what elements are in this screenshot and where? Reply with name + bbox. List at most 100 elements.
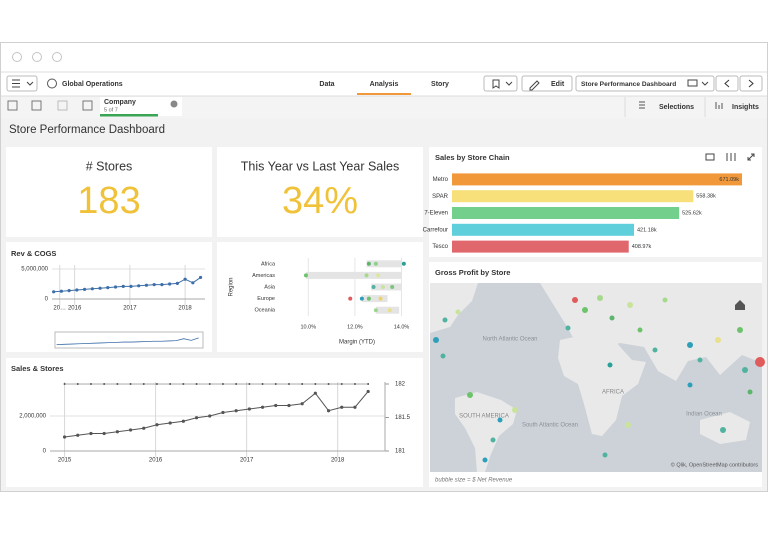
value-label: 671.09k	[719, 177, 739, 183]
data-point	[198, 275, 203, 280]
globe-icon	[47, 78, 57, 89]
bookmark-icon	[492, 79, 513, 89]
selection-chip[interactable]	[100, 97, 182, 116]
window-dot	[52, 52, 62, 62]
data-point	[129, 284, 133, 289]
data-point	[102, 431, 106, 436]
selection-bar	[1, 96, 767, 118]
tab[interactable]: Story	[431, 81, 449, 88]
data-point	[128, 428, 133, 432]
data-point	[340, 383, 343, 386]
data-point	[274, 403, 278, 408]
kpi-title: This Year vs Last Year Sales	[241, 159, 399, 173]
data-point	[340, 405, 344, 409]
range-bar	[375, 306, 400, 314]
kpi-value: 34%	[282, 180, 358, 222]
map-label: SOUTH AMERICA	[459, 414, 509, 420]
data-point	[387, 308, 392, 313]
menu-button[interactable]	[6, 75, 38, 92]
series-line	[64, 391, 369, 438]
land	[455, 392, 517, 472]
range-bar	[366, 260, 402, 268]
land	[540, 283, 762, 381]
data-point	[208, 383, 211, 386]
home-icon[interactable]	[735, 300, 745, 310]
clear-selection[interactable]	[170, 100, 178, 108]
data-point	[314, 383, 317, 386]
range-bar	[371, 283, 402, 291]
y-tick-label: 2,000,000	[19, 414, 46, 420]
next-button[interactable]	[739, 75, 763, 92]
y-tick-label: Metro	[433, 177, 449, 183]
y-tick-label: Americas	[252, 273, 275, 279]
chart-title: Sales & Stores	[11, 364, 64, 373]
y-tick-label: 7-Eleven	[424, 211, 448, 217]
insights-button[interactable]: Insights	[732, 104, 759, 111]
data-point	[62, 435, 67, 439]
y-tick-label: Tesco	[432, 244, 448, 250]
data-point	[137, 284, 141, 288]
data-point	[300, 402, 304, 406]
map-title: Gross Profit by Store	[435, 268, 510, 277]
tab[interactable]: Analysis	[370, 81, 399, 88]
tool-icon[interactable]	[82, 100, 93, 111]
data-point	[89, 383, 92, 386]
data-point	[82, 287, 87, 292]
bar	[452, 240, 629, 253]
x-tick-label: 20…	[53, 306, 66, 312]
range-bar	[361, 295, 388, 303]
x-tick-label: 12.0%	[347, 324, 363, 330]
data-point	[366, 296, 371, 301]
data-point	[75, 288, 79, 292]
selections-button[interactable]: Selections	[659, 104, 694, 111]
data-point	[303, 273, 308, 278]
y-tick-label: Europe	[257, 296, 275, 302]
insights-icon	[715, 102, 723, 109]
sheet-icon	[687, 79, 698, 87]
data-point	[373, 261, 378, 266]
y2-tick-label: 182	[395, 382, 406, 388]
data-point	[76, 433, 80, 437]
axis-title: Margin (YTD)	[339, 340, 375, 346]
tab[interactable]: Data	[319, 81, 334, 88]
chart-title: Sales by Store Chain	[435, 153, 510, 162]
tool-icon[interactable]	[57, 100, 68, 111]
prev-button[interactable]	[715, 75, 739, 92]
data-point	[144, 283, 149, 287]
sheet-selector[interactable]	[575, 75, 715, 92]
data-point	[327, 383, 330, 386]
data-point	[247, 407, 251, 411]
data-point	[371, 285, 376, 289]
data-point	[326, 409, 331, 413]
data-point	[376, 273, 381, 278]
data-point	[191, 281, 195, 285]
y-tick-label: 0	[45, 297, 49, 303]
data-point	[168, 421, 172, 425]
snapshot-icon[interactable]	[705, 153, 715, 161]
selection-progress	[100, 114, 158, 117]
data-point	[366, 389, 370, 394]
explore-icon[interactable]	[726, 153, 736, 161]
chart-title: Rev & COGS	[11, 249, 56, 258]
map-label: AFRICA	[602, 390, 624, 396]
data-point	[208, 414, 212, 418]
value-label: 558.38k	[696, 194, 716, 200]
value-label: 408.97k	[632, 244, 652, 250]
x-tick-label: 2016	[149, 458, 163, 464]
tool-icon[interactable]	[31, 100, 42, 111]
page-title: Store Performance Dashboard	[9, 124, 165, 136]
data-point	[142, 426, 146, 430]
tool-icon[interactable]	[7, 100, 18, 111]
data-point	[353, 383, 356, 386]
data-point	[261, 383, 264, 386]
axis-title: Region	[229, 277, 235, 296]
expand-icon[interactable]	[747, 153, 755, 161]
x-tick-label: 2015	[58, 458, 72, 464]
y-tick-label: Africa	[261, 261, 276, 267]
data-point	[129, 383, 132, 386]
edit-icon	[529, 80, 540, 91]
bookmark-button[interactable]	[483, 75, 518, 92]
data-point	[160, 283, 164, 287]
window-dot	[32, 52, 42, 62]
data-point	[115, 430, 119, 434]
